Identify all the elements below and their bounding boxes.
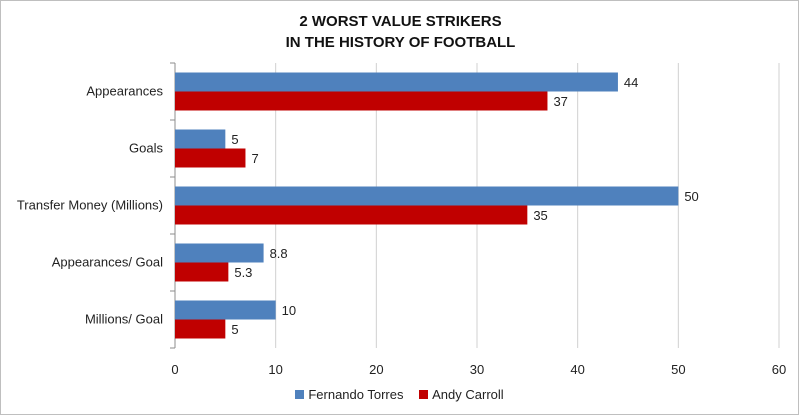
legend-label-torres: Fernando Torres — [308, 387, 404, 402]
legend-label-carroll: Andy Carroll — [432, 387, 504, 402]
bar-andy-carroll-goals — [175, 148, 246, 168]
legend-swatch-torres — [295, 390, 305, 399]
x-tick-label-20: 20 — [369, 362, 383, 377]
category-label-millions-goal: Millions/ Goal — [85, 312, 163, 327]
x-tick-label-50: 50 — [671, 362, 685, 377]
data-label-fernando-torres-appearances-goal: 8.8 — [270, 246, 288, 261]
x-tick-label-0: 0 — [171, 362, 178, 377]
data-label-fernando-torres-millions-goal: 10 — [282, 303, 296, 318]
bar-andy-carroll-transfer-money-millions — [175, 205, 528, 225]
bar-andy-carroll-appearances-goal — [175, 262, 229, 282]
bar-fernando-torres-appearances — [175, 72, 618, 92]
data-label-fernando-torres-transfer-money-millions: 50 — [684, 189, 698, 204]
x-tick-label-60: 60 — [772, 362, 786, 377]
bar-andy-carroll-millions-goal — [175, 319, 226, 339]
category-label-appearances-goal: Appearances/ Goal — [52, 255, 163, 270]
legend-swatch-carroll — [419, 390, 429, 399]
category-label-goals: Goals — [129, 141, 163, 156]
chart-title-line-1: 2 WORST VALUE STRIKERS — [299, 13, 502, 30]
data-label-andy-carroll-appearances: 37 — [553, 94, 567, 109]
legend-item-torres: Fernando Torres — [295, 387, 404, 402]
x-tick-label-30: 30 — [470, 362, 484, 377]
data-label-andy-carroll-millions-goal: 5 — [231, 322, 238, 337]
chart-title-line-2: IN THE HISTORY OF FOOTBALL — [285, 34, 516, 51]
data-label-fernando-torres-appearances: 44 — [624, 75, 638, 90]
data-label-andy-carroll-goals: 7 — [251, 151, 258, 166]
bar-fernando-torres-appearances-goal — [175, 243, 264, 263]
data-label-fernando-torres-goals: 5 — [231, 132, 238, 147]
data-label-andy-carroll-transfer-money-millions: 35 — [533, 208, 547, 223]
category-label-transfer-money-millions: Transfer Money (Millions) — [17, 198, 163, 213]
data-label-andy-carroll-appearances-goal: 5.3 — [234, 265, 252, 280]
bar-fernando-torres-millions-goal — [175, 300, 276, 320]
chart-title: 2 WORST VALUE STRIKERS IN THE HISTORY OF… — [1, 11, 799, 53]
legend-item-carroll: Andy Carroll — [419, 387, 504, 402]
legend: Fernando Torres Andy Carroll — [0, 387, 799, 402]
x-tick-label-40: 40 — [570, 362, 584, 377]
category-label-appearances: Appearances — [86, 84, 163, 99]
bar-fernando-torres-transfer-money-millions — [175, 186, 679, 206]
bar-fernando-torres-goals — [175, 129, 226, 149]
x-tick-label-10: 10 — [268, 362, 282, 377]
bar-andy-carroll-appearances — [175, 91, 548, 111]
bar-chart: 0 10 20 30 40 50 60Appearances4437Goals57Trans… — [17, 62, 786, 377]
